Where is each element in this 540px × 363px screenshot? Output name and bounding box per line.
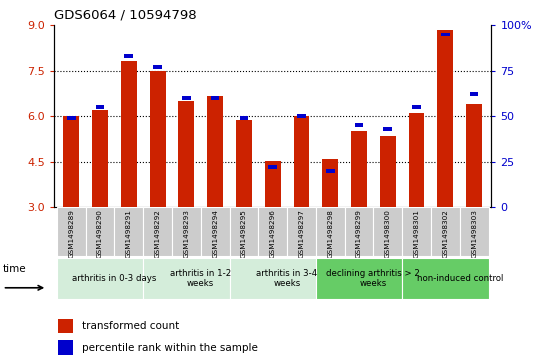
Bar: [57, 207, 86, 256]
Text: GSM1498299: GSM1498299: [356, 209, 362, 258]
Bar: [143, 207, 172, 256]
Bar: [383, 127, 392, 131]
Text: GSM1498293: GSM1498293: [184, 209, 190, 258]
Bar: [96, 105, 104, 109]
Bar: [287, 207, 316, 256]
Bar: [345, 207, 374, 256]
Bar: [412, 105, 421, 109]
Bar: [409, 113, 424, 207]
Bar: [67, 116, 76, 120]
Text: percentile rank within the sample: percentile rank within the sample: [82, 343, 258, 352]
Bar: [63, 116, 79, 207]
Bar: [211, 96, 219, 100]
Text: GSM1498301: GSM1498301: [414, 209, 420, 258]
Bar: [402, 207, 431, 256]
Text: GSM1498296: GSM1498296: [269, 209, 276, 258]
Text: GSM1498297: GSM1498297: [299, 209, 305, 258]
Bar: [316, 207, 345, 256]
Bar: [294, 116, 309, 207]
Bar: [143, 258, 230, 299]
Bar: [374, 207, 402, 256]
Text: GSM1498302: GSM1498302: [442, 209, 448, 258]
Text: GSM1498303: GSM1498303: [471, 209, 477, 258]
Bar: [114, 207, 143, 256]
Bar: [322, 159, 338, 207]
Text: time: time: [3, 264, 26, 274]
Bar: [178, 101, 194, 207]
Bar: [182, 96, 191, 100]
Text: non-induced control: non-induced control: [416, 274, 503, 283]
Bar: [466, 104, 482, 207]
Bar: [236, 120, 252, 207]
Bar: [150, 71, 165, 207]
Bar: [380, 136, 396, 207]
Bar: [121, 61, 137, 207]
Bar: [326, 169, 335, 172]
Bar: [431, 207, 460, 256]
Bar: [153, 65, 162, 69]
Text: GSM1498291: GSM1498291: [126, 209, 132, 258]
Text: GSM1498292: GSM1498292: [154, 209, 160, 258]
Bar: [437, 30, 453, 207]
Bar: [230, 258, 316, 299]
Bar: [258, 207, 287, 256]
Text: declining arthritis > 2
weeks: declining arthritis > 2 weeks: [327, 269, 420, 288]
Bar: [207, 97, 223, 207]
Bar: [92, 110, 108, 207]
Text: GSM1498289: GSM1498289: [68, 209, 75, 258]
Text: transformed count: transformed count: [82, 321, 179, 331]
Bar: [240, 116, 248, 120]
Bar: [268, 165, 277, 169]
Text: GDS6064 / 10594798: GDS6064 / 10594798: [54, 9, 197, 22]
Text: GSM1498300: GSM1498300: [385, 209, 391, 258]
Bar: [297, 114, 306, 118]
Text: arthritis in 0-3 days: arthritis in 0-3 days: [72, 274, 157, 283]
Bar: [470, 93, 478, 96]
Bar: [58, 340, 73, 355]
Bar: [265, 161, 281, 207]
Text: GSM1498290: GSM1498290: [97, 209, 103, 258]
Bar: [57, 258, 143, 299]
Bar: [316, 258, 402, 299]
Bar: [355, 123, 363, 127]
Bar: [230, 207, 258, 256]
Bar: [172, 207, 201, 256]
Bar: [58, 319, 73, 333]
Bar: [124, 54, 133, 58]
Bar: [201, 207, 230, 256]
Bar: [351, 131, 367, 207]
Bar: [460, 207, 489, 256]
Bar: [402, 258, 489, 299]
Bar: [86, 207, 114, 256]
Text: GSM1498298: GSM1498298: [327, 209, 333, 258]
Text: GSM1498295: GSM1498295: [241, 209, 247, 258]
Text: GSM1498294: GSM1498294: [212, 209, 218, 258]
Bar: [441, 33, 450, 36]
Text: arthritis in 3-4
weeks: arthritis in 3-4 weeks: [256, 269, 318, 288]
Text: arthritis in 1-2
weeks: arthritis in 1-2 weeks: [170, 269, 231, 288]
